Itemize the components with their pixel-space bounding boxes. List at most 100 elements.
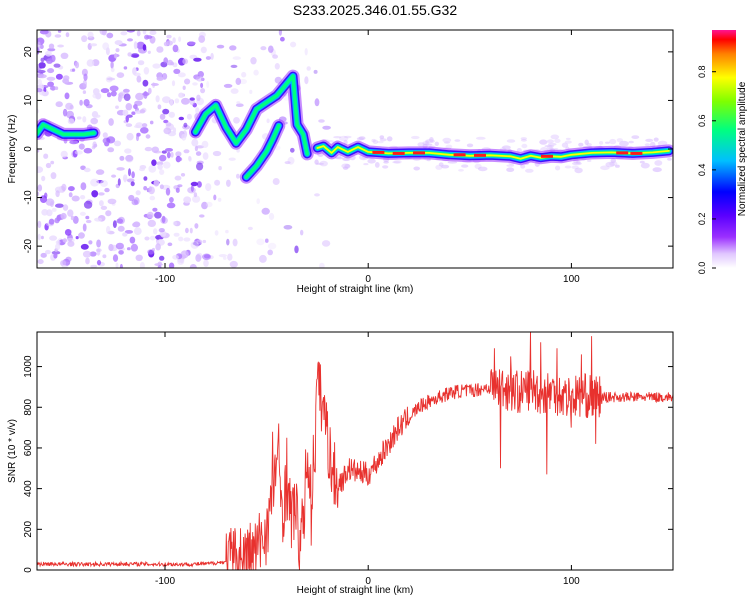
noise-blob [193, 192, 198, 198]
halo-blob [393, 160, 402, 164]
noise-blob [256, 238, 265, 246]
noise-blob [133, 227, 142, 236]
noise-blob [87, 31, 94, 38]
noise-blob [120, 31, 128, 36]
noise-blob [67, 209, 74, 217]
noise-blob [122, 174, 128, 182]
noise-blob [60, 150, 68, 158]
noise-blob [191, 138, 199, 147]
noise-blob [108, 118, 114, 126]
noise-blob [140, 127, 149, 134]
noise-blob [157, 164, 163, 170]
halo-blob [564, 140, 572, 144]
noise-blob [116, 218, 124, 224]
spectrogram-ytick-label: -20 [23, 238, 34, 253]
noise-blob [163, 127, 172, 135]
snr-xtick-label: 0 [365, 576, 371, 587]
noise-blob [37, 259, 44, 265]
noise-blob [139, 109, 146, 114]
noise-blob [90, 43, 98, 47]
noise-blob [110, 90, 117, 97]
noise-blob [49, 235, 58, 241]
halo-blob [565, 137, 571, 140]
noise-blob [157, 104, 162, 110]
noise-blob [197, 71, 204, 78]
halo-blob [605, 161, 615, 168]
noise-blob [182, 85, 186, 91]
noise-blob [261, 207, 270, 215]
noise-blob [154, 211, 162, 219]
ridge-hotspot [453, 153, 466, 157]
noise-blob [134, 125, 141, 129]
noise-blob [274, 63, 280, 70]
noise-blob [163, 161, 171, 169]
noise-blob [41, 175, 46, 182]
noise-blob [142, 44, 147, 51]
halo-blob [429, 137, 434, 143]
noise-blob [178, 36, 182, 42]
noise-blob [135, 190, 141, 196]
noise-blob [203, 259, 209, 267]
noise-blob [65, 32, 70, 38]
noise-blob [49, 85, 57, 91]
noise-blob [232, 56, 241, 60]
noise-blob [55, 243, 61, 251]
halo-blob [506, 164, 515, 167]
noise-blob [200, 82, 204, 88]
noise-blob [147, 249, 155, 255]
noise-blob [165, 148, 173, 152]
noise-blob [122, 109, 129, 117]
noise-blob [81, 35, 88, 43]
noise-blob [229, 45, 237, 51]
noise-blob [172, 44, 179, 53]
noise-blob [165, 187, 171, 196]
noise-blob [167, 242, 173, 247]
noise-blob [136, 75, 142, 83]
noise-blob [321, 240, 331, 247]
noise-blob [172, 221, 178, 226]
noise-blob [205, 183, 212, 192]
halo-blob [546, 139, 555, 144]
noise-blob [115, 242, 124, 250]
noise-blob [156, 161, 164, 166]
noise-blob [202, 253, 212, 261]
noise-blob [55, 240, 61, 245]
noise-blob [50, 160, 55, 165]
noise-blob [267, 249, 274, 256]
noise-blob [147, 50, 151, 54]
halo-blob [628, 140, 634, 144]
noise-blob [141, 123, 148, 128]
noise-blob [177, 258, 185, 265]
noise-blob [129, 236, 136, 244]
spectrogram-ytick-label: 0 [23, 146, 34, 152]
noise-blob [249, 89, 253, 94]
colorbar-ticks: 0.0 0.2 0.4 0.6 0.8 [697, 65, 716, 274]
noise-blob [156, 46, 164, 53]
noise-blob [225, 229, 229, 234]
halo-blob [441, 164, 450, 169]
noise-blob [107, 198, 117, 205]
noise-blob [230, 88, 239, 94]
noise-blob [104, 141, 110, 147]
noise-blob [115, 48, 120, 53]
halo-blob [555, 165, 561, 171]
halo-blob [539, 139, 548, 145]
halo-blob [520, 164, 526, 169]
noise-blob [83, 73, 88, 81]
noise-blob [65, 256, 72, 262]
noise-blob [178, 116, 184, 121]
noise-blob [318, 119, 325, 123]
noise-blob [67, 240, 75, 247]
noise-blob [148, 165, 157, 173]
halo-blob [458, 169, 464, 172]
noise-blob [83, 200, 93, 209]
halo-blob [547, 142, 557, 146]
noise-blob [142, 79, 149, 87]
noise-blob [47, 81, 54, 87]
noise-blob [135, 254, 143, 261]
spectrogram-ytick-label: 20 [23, 46, 34, 58]
noise-blob [178, 236, 184, 242]
noise-blob [62, 108, 68, 117]
noise-blob [314, 193, 320, 197]
